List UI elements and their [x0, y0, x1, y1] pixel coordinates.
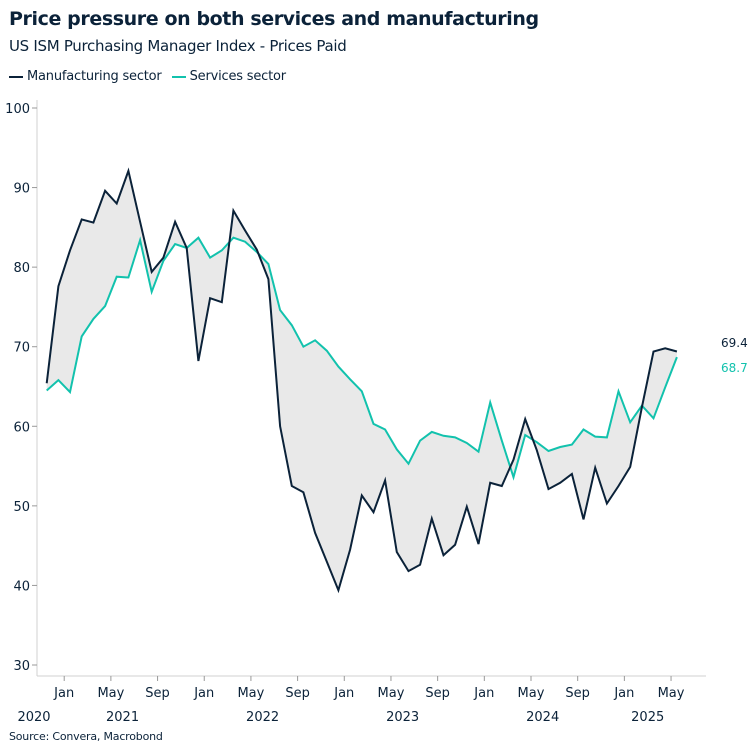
chart-title: Price pressure on both services and manu… [9, 8, 539, 30]
x-year-label: 2025 [631, 710, 664, 725]
y-tick-label: 70 [13, 341, 30, 356]
x-tick-label: May [518, 686, 545, 701]
x-tick-label: Jan [193, 686, 214, 701]
y-tick-label: 80 [13, 261, 30, 276]
x-tick-label: May [237, 686, 264, 701]
x-tick-label: May [378, 686, 405, 701]
x-tick-label: Jan [613, 686, 634, 701]
x-year-label: 2023 [386, 710, 419, 725]
y-tick-label: 90 [13, 182, 30, 197]
fill-between-area [46, 170, 677, 591]
chart-subtitle: US ISM Purchasing Manager Index - Prices… [9, 37, 347, 55]
y-tick-label: 30 [13, 659, 30, 674]
x-tick-label: Sep [145, 686, 170, 701]
x-year-label: 2021 [106, 710, 139, 725]
x-year-label: 2024 [526, 710, 559, 725]
legend-item-manufacturing: Manufacturing sector [9, 69, 162, 84]
y-tick-label: 100 [5, 102, 30, 117]
x-tick-label: Sep [425, 686, 450, 701]
legend: Manufacturing sector Services sector [9, 69, 286, 84]
x-tick-label: Sep [285, 686, 310, 701]
y-tick-label: 50 [13, 500, 30, 515]
last-value-label-services: 68.7 [721, 361, 748, 375]
y-tick-label: 60 [13, 420, 30, 435]
legend-swatch-services [171, 75, 186, 78]
x-tick-label: May [97, 686, 124, 701]
legend-label: Services sector [189, 69, 286, 84]
x-tick-label: Jan [53, 686, 74, 701]
series-line-services-sector [46, 236, 678, 481]
x-tick-label: May [658, 686, 685, 701]
x-year-label: 2022 [246, 710, 279, 725]
series-line-manufacturing-sector [45, 167, 678, 594]
x-tick-label: Jan [473, 686, 494, 701]
legend-label: Manufacturing sector [27, 69, 162, 84]
source-note: Source: Convera, Macrobond [9, 730, 163, 743]
last-value-label-manufacturing: 69.4 [721, 336, 748, 350]
legend-swatch-manufacturing [9, 75, 23, 78]
x-tick-label: Jan [333, 686, 354, 701]
x-year-label: 2020 [17, 710, 50, 725]
legend-item-services: Services sector [171, 69, 286, 84]
x-tick-label: Sep [565, 686, 590, 701]
y-tick-label: 40 [13, 579, 30, 594]
